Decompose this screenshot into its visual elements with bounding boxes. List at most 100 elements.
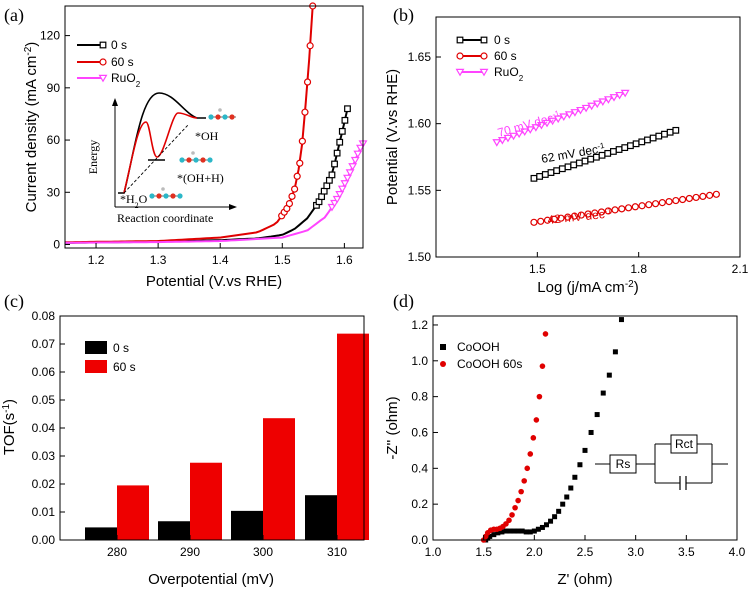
data-point-a-0s xyxy=(344,105,351,113)
data-point-a-0s xyxy=(338,127,346,135)
data-point-d-coooh xyxy=(491,532,497,538)
data-point-b-0s xyxy=(604,149,612,157)
data-point-b-RuO2 xyxy=(576,106,585,115)
circuit-rct-label: Rct xyxy=(675,437,694,451)
axis-d-xtick-label: 3.5 xyxy=(678,545,695,559)
data-point-a-60s xyxy=(293,172,301,180)
data-point-d-coooh xyxy=(515,528,521,534)
data-point-b-RuO2 xyxy=(520,128,530,136)
axis-a-xtick-label: 1.6 xyxy=(336,253,353,267)
data-point-a-0s xyxy=(320,187,328,195)
legend-d-label: CoOOH 60s xyxy=(457,357,522,371)
axis-c-xtick-label: 300 xyxy=(253,545,273,559)
data-point-b-RuO2 xyxy=(598,98,608,106)
data-point-a-60s xyxy=(285,200,294,208)
data-point-b-60s xyxy=(591,209,599,217)
data-point-b-60s xyxy=(638,202,646,210)
data-point-a-RuO2 xyxy=(353,150,363,159)
data-point-b-60s xyxy=(611,206,619,214)
data-point-b-RuO2 xyxy=(525,126,535,134)
inset-energy-label: Energy xyxy=(86,140,100,174)
data-point-b-60s xyxy=(712,190,720,198)
data-point-b-60s xyxy=(618,205,626,213)
data-point-d-coooh xyxy=(606,372,612,378)
data-point-d-coooh xyxy=(543,522,549,528)
data-point-d-coooh xyxy=(548,518,554,524)
data-point-b-60s xyxy=(631,203,639,211)
data-point-d-coooh xyxy=(577,462,583,468)
axis-c-ytick-label: 0.00 xyxy=(32,533,56,547)
data-point-d-coooh xyxy=(503,528,509,534)
data-point-d-coooh-60s xyxy=(542,331,549,337)
data-point-d-coooh-60s xyxy=(533,417,540,423)
inset-label-oh: *OH xyxy=(195,129,219,143)
data-point-b-RuO2 xyxy=(548,117,558,126)
data-point-b-0s xyxy=(598,151,606,159)
bar-0s-300 xyxy=(231,510,263,540)
axis-a-xtick-label: 1.3 xyxy=(150,253,167,267)
bar-60s-300 xyxy=(263,418,295,540)
chart-c-tof: 280 290 300 310 0.00 0.01 0.02 0.03 0.04 0.05 0.06… xyxy=(1,309,369,588)
data-point-a-RuO2 xyxy=(348,163,358,171)
data-point-b-0s xyxy=(581,157,589,165)
legend-d-marker xyxy=(440,361,446,367)
data-point-b-0s xyxy=(672,126,680,134)
data-point-d-coooh xyxy=(582,447,588,453)
data-point-d-coooh xyxy=(560,501,566,507)
data-point-b-RuO2 xyxy=(536,121,546,130)
bar-60s-290 xyxy=(190,462,222,540)
data-point-a-0s xyxy=(333,149,341,157)
axis-c-xtick-label: 310 xyxy=(327,545,347,559)
data-point-b-60s xyxy=(584,210,592,218)
data-point-b-0s xyxy=(530,174,538,182)
legend-b-label: 60 s xyxy=(494,49,517,63)
chart-c-ylabel: TOF(s-1) xyxy=(1,399,19,455)
data-point-b-60s xyxy=(537,217,545,225)
data-point-d-coooh xyxy=(499,529,505,535)
data-point-b-0s xyxy=(570,161,578,169)
data-point-a-60s xyxy=(301,108,309,116)
data-point-b-60s xyxy=(672,196,680,205)
axis-c-ytick-label: 0.04 xyxy=(32,421,56,435)
legend-b-marker xyxy=(479,68,489,77)
data-point-b-RuO2 xyxy=(570,109,580,117)
data-point-a-60s xyxy=(296,159,304,167)
legend-c-label: 0 s xyxy=(113,341,129,355)
data-point-b-0s xyxy=(610,148,617,155)
data-point-d-coooh xyxy=(612,349,618,355)
data-point-d-coooh xyxy=(594,412,600,418)
legend-b-marker xyxy=(456,52,464,60)
tafel-slope-superscript: -1 xyxy=(551,108,561,119)
inset-molecule-oh xyxy=(208,108,236,120)
legend-c-swatch xyxy=(85,360,107,373)
data-point-b-0s xyxy=(644,136,651,144)
axis-d-xtick-label: 4.0 xyxy=(729,545,746,559)
data-point-d-coooh xyxy=(527,529,533,535)
data-point-b-60s xyxy=(645,201,653,209)
axis-c-xtick-label: 290 xyxy=(180,545,200,559)
data-point-b-60s xyxy=(564,213,572,221)
chart-d-xlabel: Z' (ohm) xyxy=(557,571,612,588)
axis-c-ytick-label: 0.07 xyxy=(32,337,56,351)
data-point-b-60s xyxy=(665,197,673,206)
data-point-d-coooh xyxy=(507,528,513,534)
legend-a-subscript: 2 xyxy=(136,80,141,89)
data-point-d-coooh-60s xyxy=(530,435,537,441)
data-point-b-RuO2 xyxy=(509,132,518,141)
axis-c-ytick-label: 0.02 xyxy=(32,477,56,491)
data-point-d-coooh-60s xyxy=(521,478,527,484)
inset-molecule-oh-h xyxy=(179,151,213,163)
legend-b-label: RuO2 xyxy=(494,65,524,83)
data-point-a-0s xyxy=(325,176,333,184)
chart-c-xlabel: Overpotential (mV) xyxy=(148,571,274,588)
legend-a-label: 0 s xyxy=(111,38,127,52)
axis-c-ytick-label: 0.06 xyxy=(32,365,56,379)
legend-b-marker xyxy=(456,36,464,44)
axis-c-xtick-label: 280 xyxy=(107,545,127,559)
data-point-b-RuO2 xyxy=(503,134,513,143)
data-point-d-coooh xyxy=(588,429,594,435)
inset-catalyzed-path xyxy=(123,112,198,194)
data-point-d-coooh-60s xyxy=(539,363,546,369)
bar-0s-290 xyxy=(158,521,190,540)
data-point-b-60s xyxy=(692,193,700,202)
